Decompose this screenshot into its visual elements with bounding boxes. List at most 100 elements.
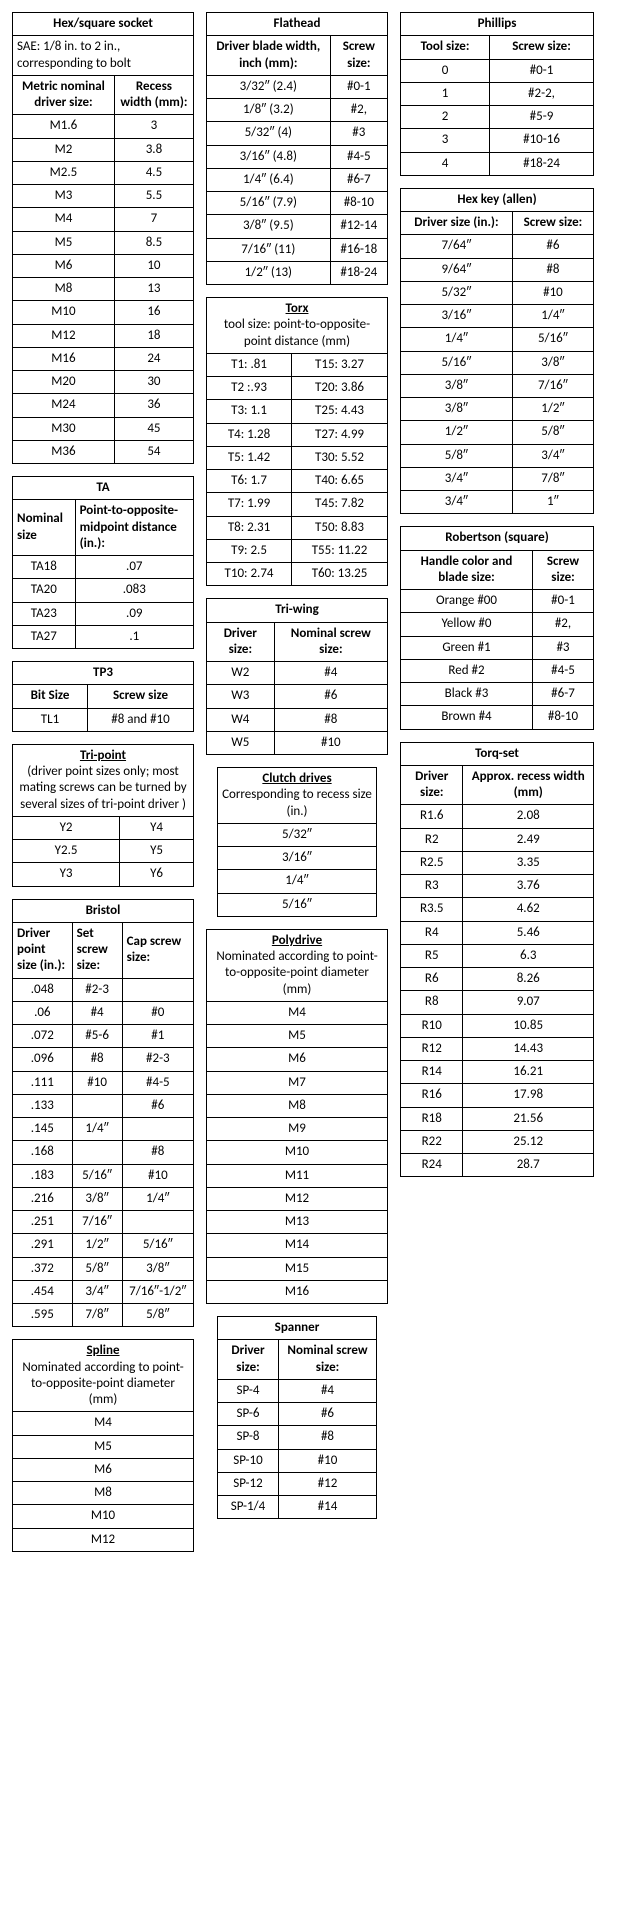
table-row: .2517/16″ [13, 1211, 194, 1234]
table-cell: 3/8″ [122, 1257, 193, 1280]
table-cell: T40: 6.65 [292, 470, 388, 493]
table-cell: 16.21 [463, 1061, 594, 1084]
torqset-title: Torq-set [401, 742, 594, 765]
table-cell: M9 [207, 1118, 388, 1141]
table-cell: 5/32″ [218, 823, 377, 846]
table-row: M5 [207, 1025, 388, 1048]
table-cell: T20: 3.86 [292, 377, 388, 400]
table-cell: 2.08 [463, 805, 594, 828]
table-cell: #10 [122, 1164, 193, 1187]
table-row: .1451/4″ [13, 1118, 194, 1141]
table-cell: 1/4″ [512, 305, 593, 328]
table-row: T5: 1.42T30: 5.52 [207, 446, 388, 469]
table-row: SP-4#4 [218, 1379, 377, 1402]
table-row: R1010.85 [401, 1014, 594, 1037]
table-cell: 18 [114, 324, 193, 347]
table-cell: #5-6 [72, 1025, 122, 1048]
table-cell: R3 [401, 875, 463, 898]
polydrive-head: Polydrive Nominated according to point-t… [207, 929, 388, 1001]
table-row: TA27.1 [13, 625, 194, 648]
table-cell: #8 [72, 1048, 122, 1071]
table-cell: M1.6 [13, 115, 115, 138]
table-cell: M8 [207, 1094, 388, 1117]
table-cell: 8.26 [463, 968, 594, 991]
table-row: M11 [207, 1164, 388, 1187]
table-cell: .372 [13, 1257, 73, 1280]
tp3-title: TP3 [13, 662, 194, 685]
table-cell: #6 [274, 685, 387, 708]
table-row: 1#2-2, [401, 82, 594, 105]
table-row: W5#10 [207, 731, 388, 754]
robertson-table: Robertson (square) Handle color and blad… [400, 526, 594, 729]
table-row: R1416.21 [401, 1061, 594, 1084]
table-cell: T1: .81 [207, 353, 292, 376]
table-row: 3/16″ (4.8)#4-5 [207, 145, 388, 168]
table-cell: .1 [75, 625, 193, 648]
torqset-h1: Approx. recess width (mm) [463, 765, 594, 805]
table-row: M6 [207, 1048, 388, 1071]
table-cell: 9.07 [463, 991, 594, 1014]
table-cell: #2, [330, 99, 387, 122]
table-cell: M20 [13, 371, 115, 394]
table-row: M2.54.5 [13, 161, 194, 184]
table-cell: 24 [114, 347, 193, 370]
table-row: 4#18-24 [401, 152, 594, 175]
table-cell: R8 [401, 991, 463, 1014]
table-cell: 5.46 [463, 921, 594, 944]
hex-square-subtitle: SAE: 1/8 in. to 2 in., corresponding to … [13, 36, 194, 76]
table-cell: 21.56 [463, 1107, 594, 1130]
table-cell: 10 [114, 254, 193, 277]
table-cell: 3.76 [463, 875, 594, 898]
table-row: W3#6 [207, 685, 388, 708]
bristol-h2: Cap screw size: [122, 922, 193, 978]
table-cell: M10 [13, 301, 115, 324]
table-row: M1016 [13, 301, 194, 324]
table-cell: 1/2″ [512, 398, 593, 421]
table-row: M1624 [13, 347, 194, 370]
table-cell: M14 [207, 1234, 388, 1257]
table-cell: 6.3 [463, 944, 594, 967]
spanner-h1: Nominal screw size: [278, 1340, 376, 1380]
table-cell: #8-10 [532, 706, 593, 729]
table-cell: 3/8″ [401, 374, 513, 397]
table-row: Y2.5Y5 [13, 840, 194, 863]
table-cell: #4-5 [532, 659, 593, 682]
table-cell: T60: 13.25 [292, 563, 388, 586]
table-cell: M12 [13, 324, 115, 347]
table-cell: #4-5 [122, 1071, 193, 1094]
table-cell: Y2 [13, 816, 120, 839]
table-row: Black #3#6-7 [401, 683, 594, 706]
spanner-title: Spanner [218, 1317, 377, 1340]
hex-square-title: Hex/square socket [13, 13, 194, 36]
table-row: M12 [13, 1528, 194, 1551]
table-cell: 1/4″ [218, 870, 377, 893]
table-cell: 9/64″ [401, 258, 513, 281]
table-cell: TA23 [13, 602, 76, 625]
table-cell: #6 [512, 235, 593, 258]
hex-square-h0: Metric nominal driver size: [13, 75, 115, 115]
table-cell: 1/2″ [72, 1234, 122, 1257]
table-cell: 3/4″ [401, 491, 513, 514]
table-row: 7/64″#6 [401, 235, 594, 258]
table-cell [72, 1141, 122, 1164]
table-cell: #6-7 [532, 683, 593, 706]
table-cell: M30 [13, 417, 115, 440]
torx-caption: tool size: point-to-opposite-point dista… [224, 317, 370, 348]
table-row: 3/32″ (2.4)#0-1 [207, 75, 388, 98]
table-cell: R24 [401, 1154, 463, 1177]
table-cell: T50: 8.83 [292, 516, 388, 539]
table-row: R22.49 [401, 828, 594, 851]
table-row: 5/16″3/8″ [401, 351, 594, 374]
table-cell: 3/4″ [401, 467, 513, 490]
table-row: M9 [207, 1118, 388, 1141]
table-row: Green #1#3 [401, 636, 594, 659]
table-cell: R6 [401, 968, 463, 991]
clutch-caption: Corresponding to recess size (in.) [222, 787, 372, 818]
table-cell: M24 [13, 394, 115, 417]
table-cell [122, 1118, 193, 1141]
table-cell: #0-1 [532, 590, 593, 613]
table-row: T6: 1.7T40: 6.65 [207, 470, 388, 493]
table-cell: M5 [13, 231, 115, 254]
table-cell: R22 [401, 1130, 463, 1153]
table-cell: Green #1 [401, 636, 533, 659]
